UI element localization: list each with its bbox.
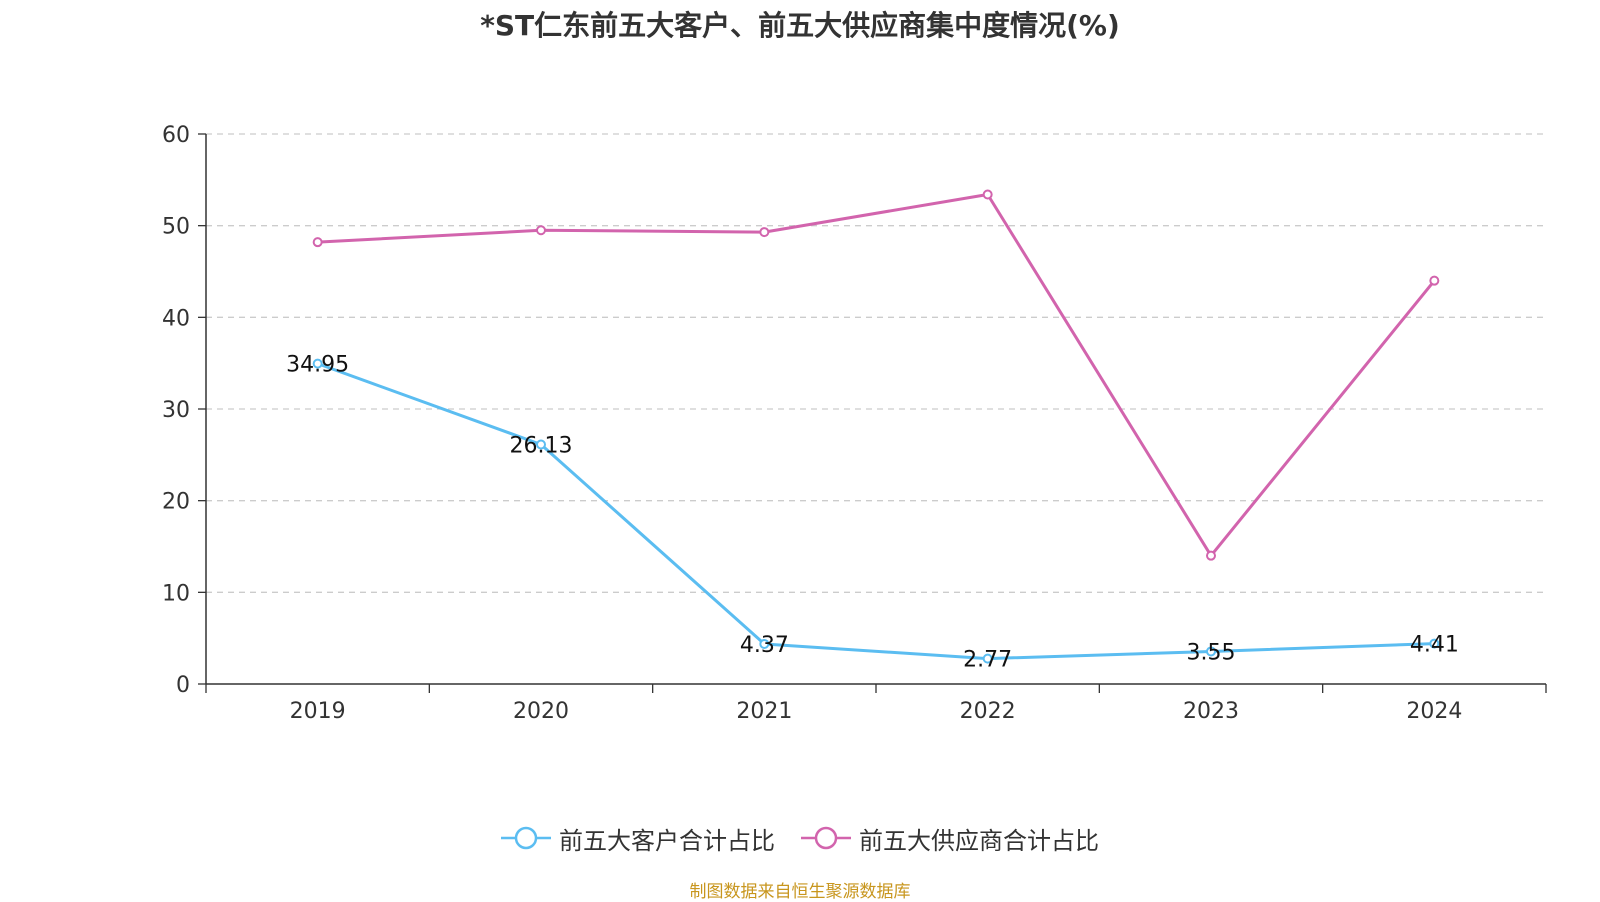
data-label: 26.13 [510,433,573,458]
data-point [1429,275,1440,286]
series-line-0 [317,362,1435,661]
data-label: 34.95 [286,353,349,378]
data-point [982,189,993,200]
legend-swatch-suppliers [801,826,851,850]
data-labels: 34.95 26.13 4.37 2.77 3.55 4.41 [286,353,1459,673]
y-tick-label: 10 [162,581,190,606]
legend-label-suppliers: 前五大供应商合计占比 [859,826,1099,855]
data-label: 2.77 [963,648,1012,673]
legend-label-customers: 前五大客户合计占比 [559,826,775,855]
x-tick-label: 2022 [960,699,1016,724]
y-tick-label: 50 [162,215,190,240]
data-point [312,237,323,248]
data-point [759,227,770,238]
data-point [759,638,770,649]
data-point [1206,646,1216,657]
data-point [1429,638,1440,649]
y-tick-label: 60 [162,123,190,148]
chart-title: *ST仁东前五大客户、前五大供应商集中度情况(%) [480,9,1120,42]
y-tick-label: 40 [162,306,190,331]
data-label: 3.55 [1187,640,1236,665]
axes: 0 10 20 30 40 50 60 2019 2020 2021 2022 2023 2024 [162,123,1547,724]
legend-item-customers[interactable]: 前五大客户合计占比 [501,821,775,856]
data-point [312,358,323,369]
x-tick-label: 2020 [513,699,569,724]
y-tick-label: 30 [162,398,190,423]
data-label: 4.41 [1410,633,1459,658]
y-tick-label: 20 [162,490,190,515]
data-point [1206,550,1216,561]
data-point [536,439,546,450]
legend: 前五大客户合计占比 前五大供应商合计占比 [0,820,1600,856]
x-tick-label: 2023 [1183,699,1239,724]
grid-lines [206,133,1546,593]
series-line-1 [317,193,1436,558]
data-point [536,225,546,236]
x-tick-label: 2024 [1406,699,1462,724]
x-tick-label: 2021 [736,699,792,724]
y-tick-label: 0 [176,673,190,698]
legend-swatch-customers [501,826,551,850]
x-tick-label: 2019 [290,699,346,724]
legend-item-suppliers[interactable]: 前五大供应商合计占比 [801,821,1099,856]
data-label: 4.37 [740,633,789,658]
data-point [982,653,993,664]
series [312,189,1440,664]
source-note: 制图数据来自恒生聚源数据库 [689,882,911,902]
